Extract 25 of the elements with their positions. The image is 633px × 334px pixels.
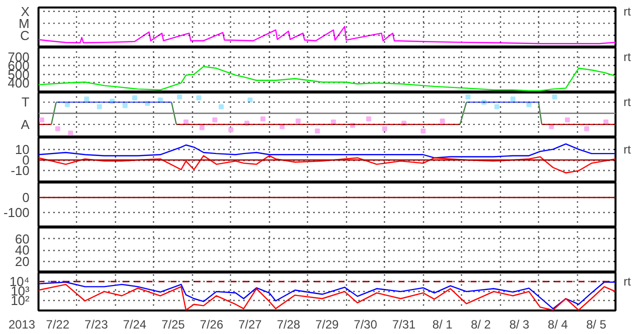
y-tick-label: -100 [3, 205, 30, 220]
x-tick-label: 8/ 4 [548, 318, 568, 332]
ref-line-label: A [20, 116, 30, 132]
x-tick-label: 7/24 [122, 318, 147, 332]
x-tick-label: 7/29 [315, 318, 340, 332]
x-axis-title: 2013 [8, 318, 36, 332]
x-tick-label: 8/ 2 [470, 318, 492, 332]
ref-line-label: T [22, 94, 30, 110]
x-tick-label: 8/ 5 [586, 318, 607, 332]
x-tick-label: 7/23 [84, 318, 108, 332]
x-tick-label: 7/22 [46, 318, 70, 332]
y-tick-label: 0 [22, 190, 30, 205]
x-tick-label: 7/25 [161, 318, 186, 332]
text: rt [624, 4, 632, 18]
x-tick-label: 7/26 [200, 318, 224, 332]
x-tick-label: 7/27 [238, 318, 262, 332]
text: rt [624, 274, 632, 289]
x-tick-label: 7/30 [354, 318, 378, 332]
x-tick-label: 8/ 3 [509, 318, 530, 332]
x-tick-label: 7/31 [392, 318, 416, 332]
x-tick-label: 8/ 1 [432, 318, 453, 332]
x-tick-label: 7/28 [276, 318, 301, 332]
text: rt [624, 142, 632, 156]
text: rt [624, 95, 632, 110]
text: rt [624, 50, 632, 64]
